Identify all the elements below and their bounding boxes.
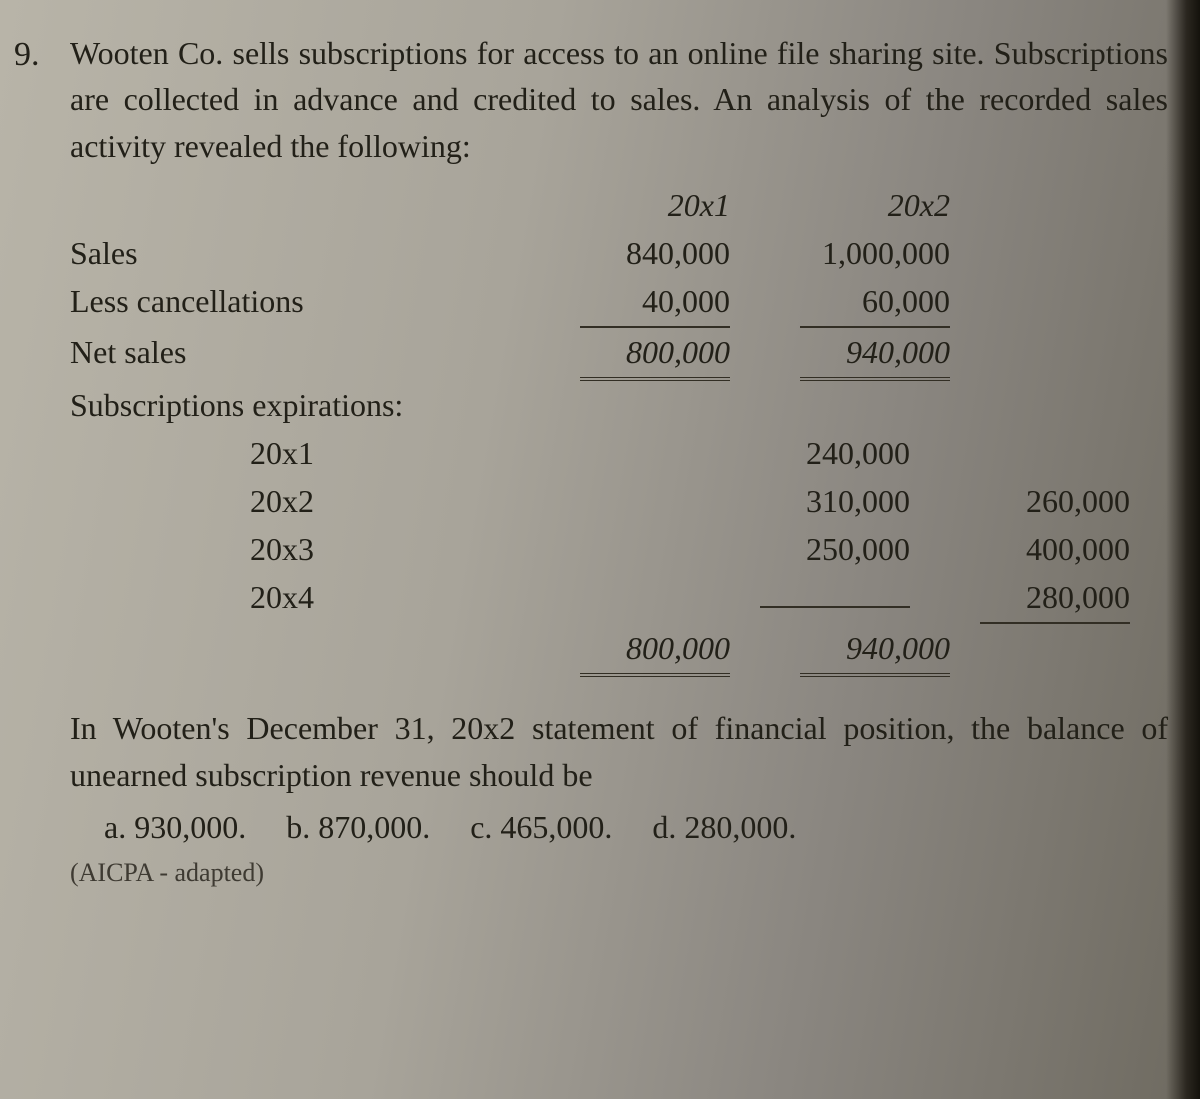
exp-total-col2: 940,000: [800, 624, 950, 677]
row-exp-20x4: 20x4 280,000: [70, 573, 1180, 624]
question-block: 9. Wooten Co. sells subscriptions for ac…: [70, 30, 1180, 892]
exp-20x4-col2: 280,000: [980, 573, 1130, 624]
question-number: 9.: [14, 30, 40, 79]
question-prompt: In Wooten's December 31, 20x2 statement …: [70, 705, 1180, 798]
row-sub-exp-header: Subscriptions expirations:: [70, 381, 1180, 429]
problem-text: Wooten Co. sells subscriptions for acces…: [70, 30, 1180, 169]
sales-20x1: 840,000: [626, 235, 730, 271]
label-exp-20x1: 20x1: [70, 429, 720, 477]
choice-c: c. 465,000.: [470, 804, 612, 850]
row-net-sales: Net sales 800,000 940,000: [70, 328, 1180, 381]
exp-20x2-col2: 260,000: [1026, 483, 1130, 519]
cancel-20x2: 60,000: [800, 277, 950, 328]
page-gutter-shadow: [1166, 0, 1200, 1099]
choice-a: a. 930,000.: [104, 804, 246, 850]
label-net-sales: Net sales: [70, 328, 540, 376]
sales-20x2: 1,000,000: [822, 235, 950, 271]
exp-20x4-col1: [760, 605, 910, 608]
col-header-20x1: 20x1: [668, 187, 730, 223]
exp-20x2-col1: 310,000: [806, 483, 910, 519]
choice-b: b. 870,000.: [286, 804, 430, 850]
col-header-20x2: 20x2: [888, 187, 950, 223]
row-exp-20x2: 20x2 310,000 260,000: [70, 477, 1180, 525]
exp-20x3-col2: 400,000: [1026, 531, 1130, 567]
label-exp-20x4: 20x4: [70, 573, 720, 621]
exp-20x1-col1: 240,000: [806, 435, 910, 471]
netsales-20x2: 940,000: [800, 328, 950, 381]
netsales-20x1: 800,000: [580, 328, 730, 381]
label-less-cancellations: Less cancellations: [70, 277, 540, 325]
label-exp-20x2: 20x2: [70, 477, 720, 525]
cancel-20x1: 40,000: [580, 277, 730, 328]
row-less-cancellations: Less cancellations 40,000 60,000: [70, 277, 1180, 328]
row-sales: Sales 840,000 1,000,000: [70, 229, 1180, 277]
exp-total-col1: 800,000: [580, 624, 730, 677]
exp-20x3-col1: 250,000: [806, 531, 910, 567]
label-sales: Sales: [70, 229, 540, 277]
label-sub-exp: Subscriptions expirations:: [70, 381, 540, 429]
row-exp-20x3: 20x3 250,000 400,000: [70, 525, 1180, 573]
row-exp-20x1: 20x1 240,000: [70, 429, 1180, 477]
col-header-row: 20x1 20x2: [70, 181, 1180, 229]
source-citation: (AICPA - adapted): [70, 854, 1180, 892]
data-table: 20x1 20x2 Sales 840,000 1,000,000 Less c…: [70, 181, 1180, 677]
answer-choices: a. 930,000. b. 870,000. c. 465,000. d. 2…: [70, 804, 1180, 850]
label-exp-20x3: 20x3: [70, 525, 720, 573]
row-exp-total: 800,000 940,000: [70, 624, 1180, 677]
choice-d: d. 280,000.: [652, 804, 796, 850]
